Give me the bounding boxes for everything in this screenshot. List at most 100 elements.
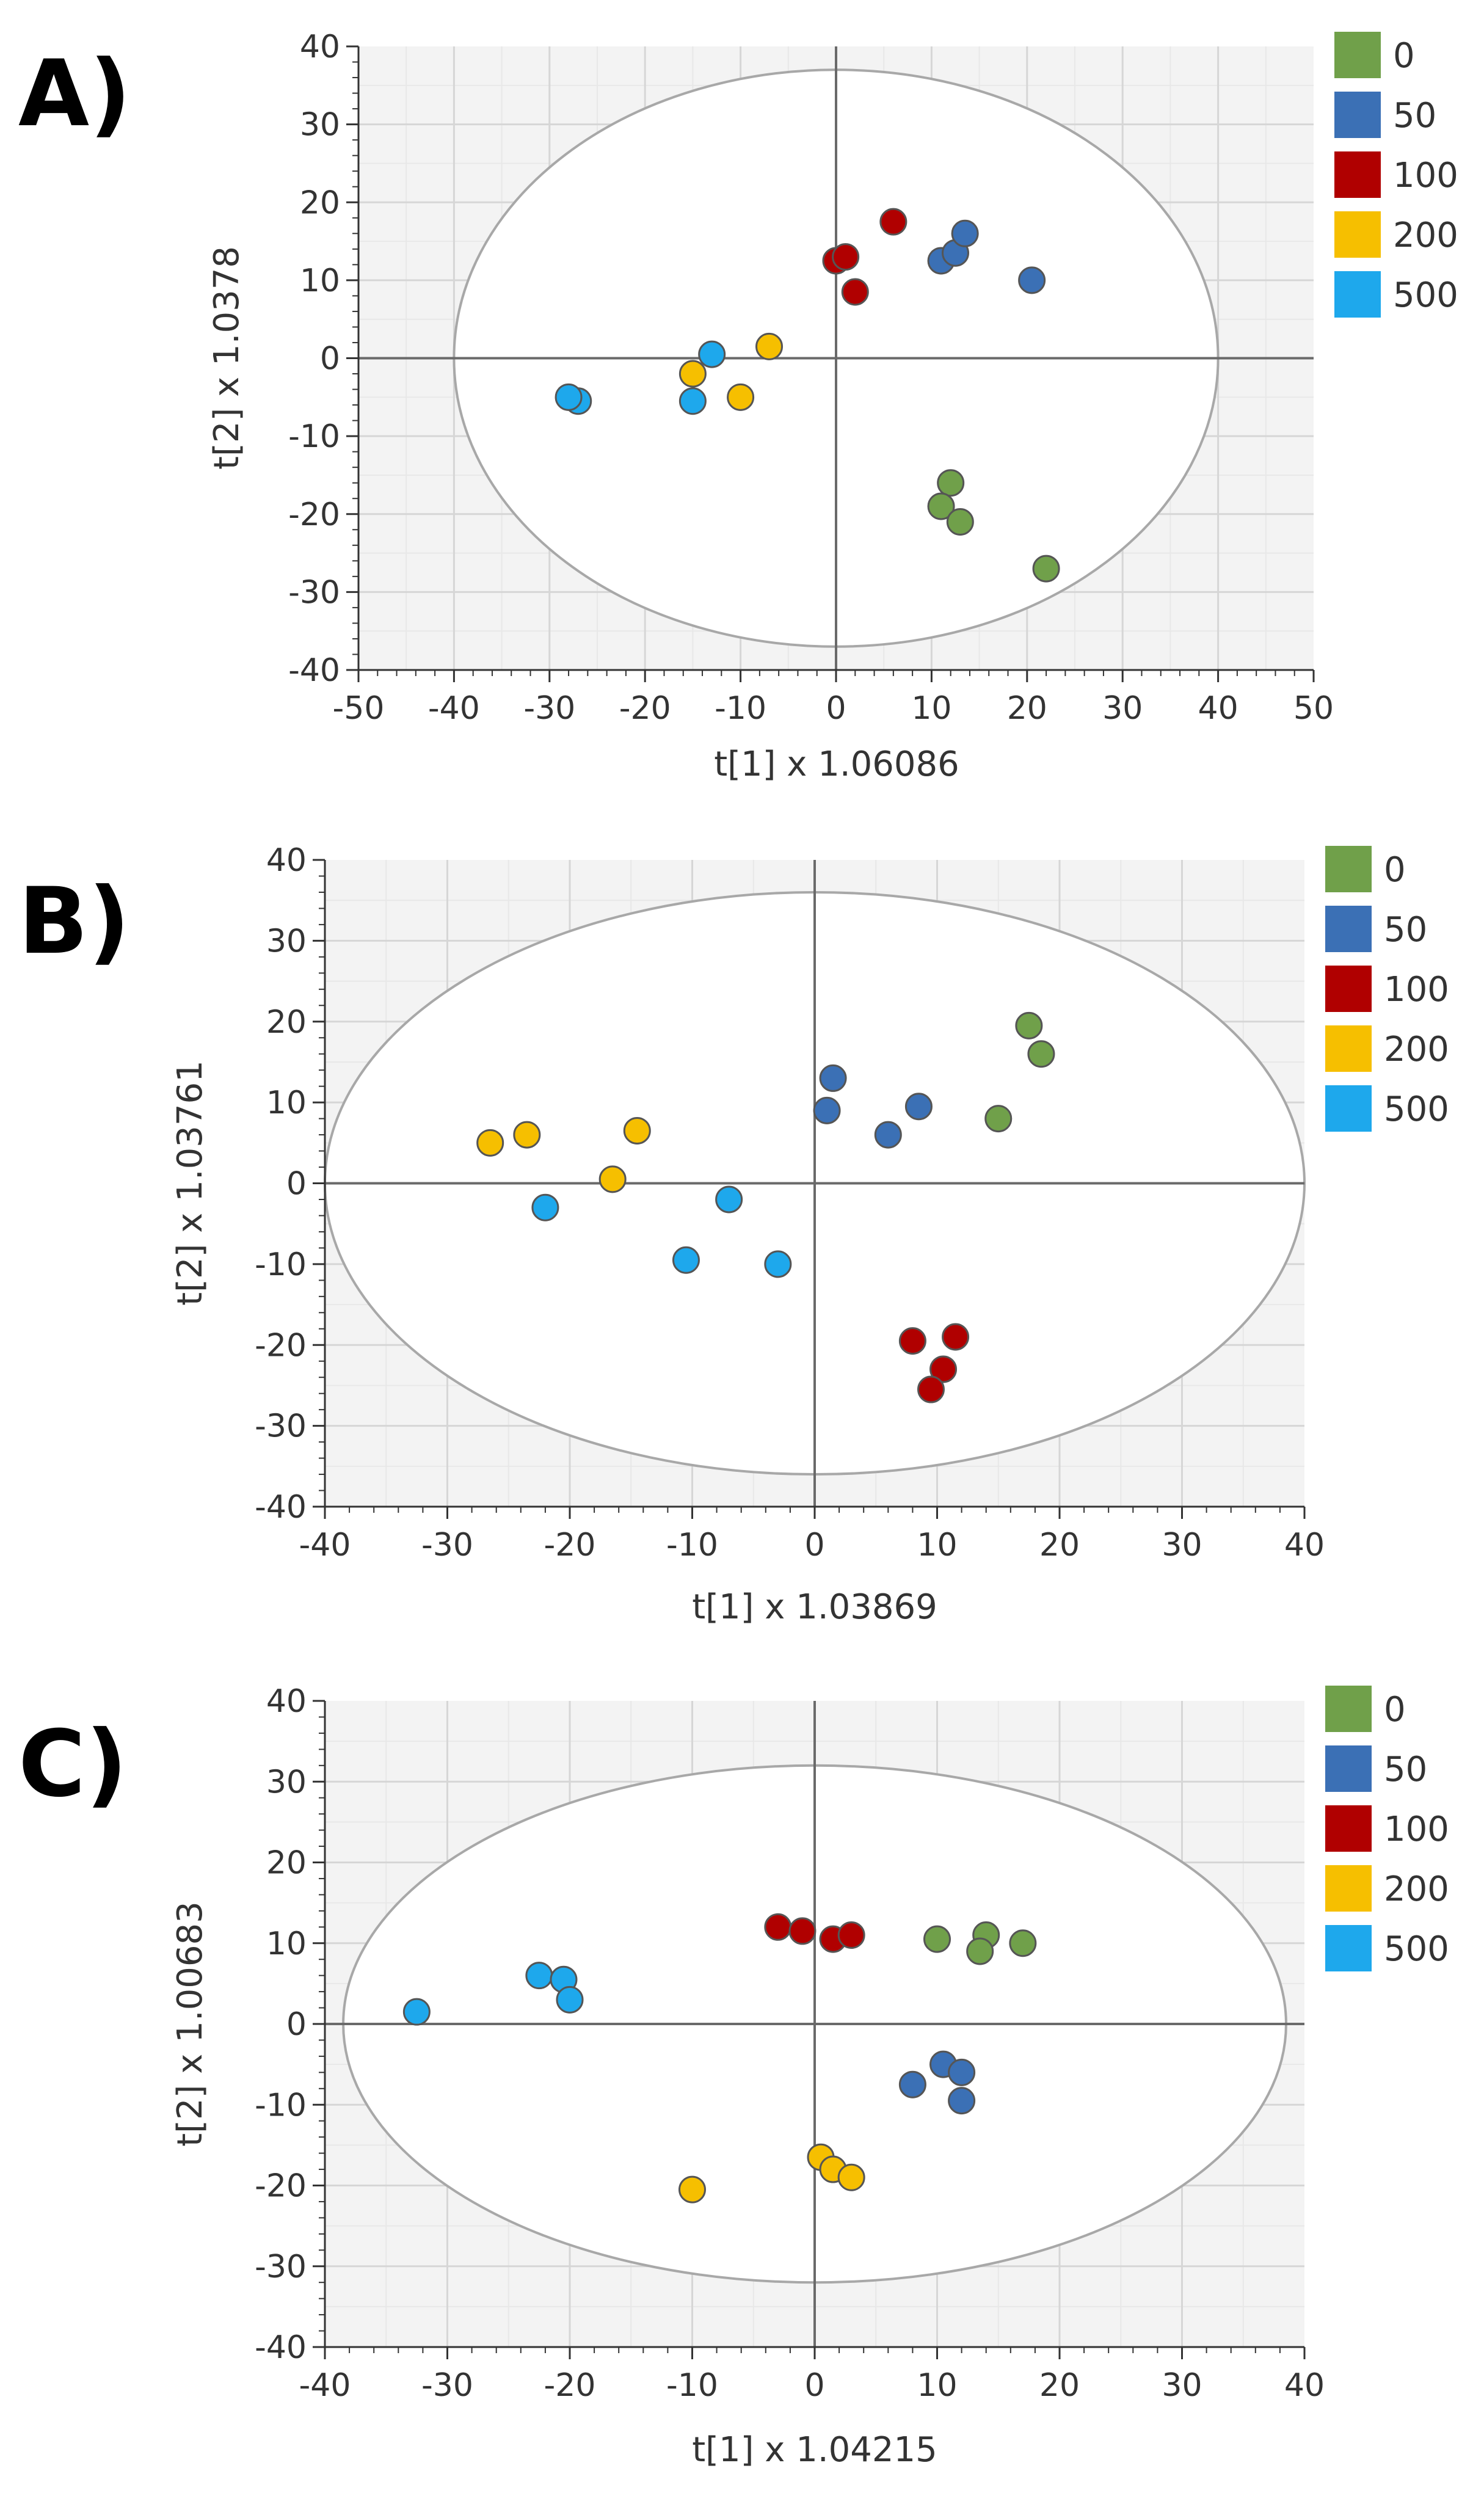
y-tick-label: 40 xyxy=(266,1683,307,1720)
data-point-0 xyxy=(1009,1929,1037,1957)
x-tick-label: -10 xyxy=(666,2367,718,2404)
legend-swatch-50 xyxy=(1334,92,1381,138)
legend-label-500: 500 xyxy=(1384,1090,1449,1129)
legend-swatch-500 xyxy=(1325,1925,1372,1971)
data-point-200 xyxy=(598,1165,627,1193)
data-point-500 xyxy=(556,1985,584,2014)
y-tick-label: 40 xyxy=(300,29,340,65)
x-tick-label: 0 xyxy=(804,2367,824,2404)
x-tick-label: -10 xyxy=(666,1527,718,1563)
x-tick-label: 20 xyxy=(1039,2367,1080,2404)
data-point-0 xyxy=(946,508,974,536)
y-tick-label: -40 xyxy=(255,1489,307,1526)
legend-label-200: 200 xyxy=(1393,216,1458,255)
y-tick-label: -20 xyxy=(255,1327,307,1364)
x-tick-label: 30 xyxy=(1102,690,1143,727)
x-tick-label: 20 xyxy=(1007,690,1047,727)
data-point-0 xyxy=(923,1925,951,1953)
data-point-100 xyxy=(879,208,907,236)
data-point-50 xyxy=(951,219,979,247)
legend-swatch-500 xyxy=(1325,1085,1372,1132)
x-tick-label: 40 xyxy=(1198,690,1238,727)
y-axis-title: t[2] x 1.03761 xyxy=(170,1060,210,1306)
y-tick-label: 10 xyxy=(266,1085,307,1121)
data-point-100 xyxy=(788,1917,817,1945)
y-tick-label: -30 xyxy=(255,2249,307,2285)
data-point-500 xyxy=(672,1246,700,1274)
data-point-0 xyxy=(1032,555,1060,583)
y-tick-label: 20 xyxy=(266,1845,307,1882)
y-tick-label: -30 xyxy=(288,574,340,611)
x-tick-label: 10 xyxy=(917,1527,957,1563)
legend-swatch-0 xyxy=(1334,32,1381,78)
y-tick-label: 30 xyxy=(300,107,340,144)
legend-swatch-200 xyxy=(1325,1865,1372,1912)
y-tick-label: 10 xyxy=(266,1926,307,1962)
x-axis-title: t[1] x 1.03869 xyxy=(692,1587,937,1627)
data-point-200 xyxy=(755,332,784,360)
y-tick-label: -40 xyxy=(288,652,340,689)
panel-1: -50 -40 -30 -20 -10 0 10 20 30 40 50-40-30-20-1001… xyxy=(18,29,1458,784)
x-tick-label: -30 xyxy=(421,2367,473,2404)
legend-swatch-200 xyxy=(1325,1025,1372,1072)
legend-label-200: 200 xyxy=(1384,1869,1449,1909)
data-point-100 xyxy=(837,1921,865,1949)
y-axis-title: t[2] x 1.0378 xyxy=(207,246,247,470)
legend-label-0: 0 xyxy=(1393,36,1415,76)
data-point-500 xyxy=(402,1998,431,2026)
y-tick-label: 0 xyxy=(320,341,340,377)
y-tick-label: -20 xyxy=(255,2168,307,2205)
data-point-50 xyxy=(874,1121,902,1149)
data-point-500 xyxy=(531,1193,559,1221)
data-point-50 xyxy=(1018,266,1046,294)
legend-swatch-0 xyxy=(1325,846,1372,892)
x-tick-label: 30 xyxy=(1162,2367,1202,2404)
legend-swatch-500 xyxy=(1334,271,1381,318)
y-tick-label: 10 xyxy=(300,263,340,299)
data-point-50 xyxy=(904,1093,933,1121)
x-tick-label: 40 xyxy=(1284,1527,1325,1563)
y-tick-label: 0 xyxy=(286,1166,307,1203)
data-point-100 xyxy=(764,1913,792,1941)
data-point-100 xyxy=(898,1327,926,1355)
x-tick-label: 10 xyxy=(917,2367,957,2404)
x-tick-label: -10 xyxy=(715,690,766,727)
data-point-0 xyxy=(937,469,965,497)
legend-label-100: 100 xyxy=(1384,1810,1449,1849)
x-tick-label: 20 xyxy=(1039,1527,1080,1563)
y-tick-label: -40 xyxy=(255,2329,307,2366)
x-tick-label: -20 xyxy=(544,2367,596,2404)
y-tick-label: -20 xyxy=(288,497,340,533)
panel-2: -40 -30 -20 -10 0 10 20 30 40 -40 -30 -20 -10 0 10 20 30… xyxy=(18,842,1449,1627)
legend-label-50: 50 xyxy=(1384,910,1427,950)
data-point-200 xyxy=(623,1116,651,1145)
data-point-500 xyxy=(678,387,707,415)
data-point-500 xyxy=(698,340,726,368)
legend-swatch-50 xyxy=(1325,906,1372,952)
x-tick-label: -40 xyxy=(299,1527,351,1563)
x-tick-label: 0 xyxy=(826,690,846,727)
y-tick-label: 0 xyxy=(286,2006,307,2043)
legend-label-0: 0 xyxy=(1384,1690,1406,1730)
legend-swatch-50 xyxy=(1325,1745,1372,1792)
data-point-200 xyxy=(678,360,707,388)
x-tick-label: -50 xyxy=(333,690,385,727)
data-point-100 xyxy=(942,1323,970,1351)
panel-label: C) xyxy=(18,1711,128,1818)
panel-label: B) xyxy=(18,868,130,975)
data-point-50 xyxy=(813,1096,841,1124)
legend-label-50: 50 xyxy=(1393,96,1436,136)
x-tick-label: -20 xyxy=(544,1527,596,1563)
x-tick-label: -30 xyxy=(421,1527,473,1563)
data-point-50 xyxy=(948,2058,976,2086)
legend-label-500: 500 xyxy=(1393,275,1458,315)
data-point-50 xyxy=(898,2070,926,2098)
data-point-500 xyxy=(764,1250,792,1278)
y-tick-label: 20 xyxy=(266,1004,307,1041)
data-point-0 xyxy=(966,1937,994,1965)
data-point-100 xyxy=(929,1355,958,1383)
x-axis-title: t[1] x 1.06086 xyxy=(714,744,959,784)
y-tick-label: -30 xyxy=(255,1408,307,1445)
y-tick-label: 40 xyxy=(266,842,307,879)
